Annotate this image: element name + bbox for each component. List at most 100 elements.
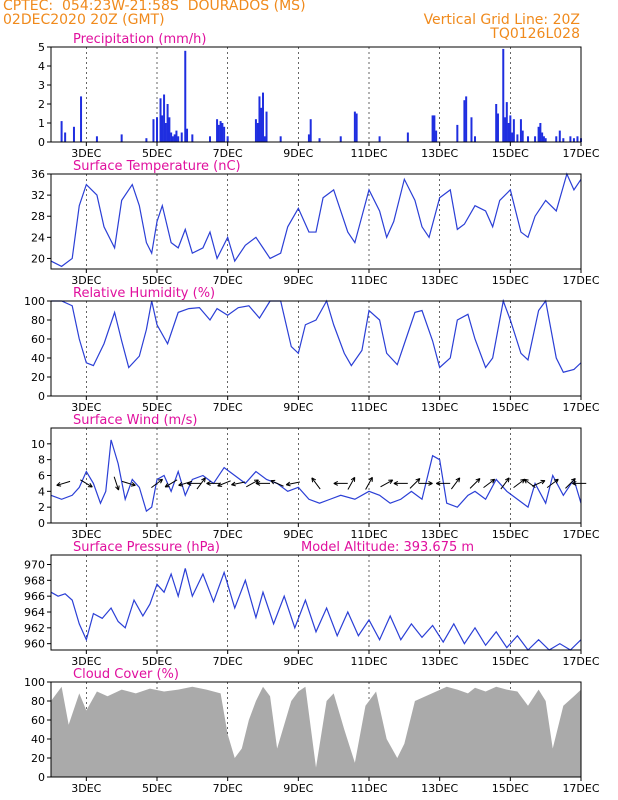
precip-bar	[171, 136, 174, 142]
x-tick-label: 15DEC	[492, 782, 529, 795]
panel-frame	[50, 554, 582, 651]
wind-arrow	[196, 477, 206, 490]
precip-bar	[463, 100, 466, 142]
precip-bar	[145, 138, 148, 142]
precip-bar	[456, 124, 459, 142]
x-tick-label: 3DEC	[71, 274, 101, 287]
y-tick-label: 964	[24, 606, 45, 619]
precip-bar	[505, 102, 508, 142]
header-code: TQ0126L028	[490, 26, 580, 42]
x-tick-label: 11DEC	[350, 274, 387, 287]
y-tick-label: 966	[24, 590, 45, 603]
x-tick-label: 11DEC	[350, 782, 387, 795]
precip-bar	[216, 119, 219, 142]
precip-bar	[80, 96, 83, 142]
precip-bar	[163, 94, 166, 142]
precip-bar	[572, 138, 575, 142]
precip-bar	[555, 136, 558, 142]
precip-bar	[170, 132, 173, 142]
wind-arrow	[285, 481, 300, 487]
precip-bar	[223, 126, 226, 142]
y-tick-label: 1	[38, 117, 45, 130]
x-tick-label: 7DEC	[213, 147, 243, 160]
y-tick-label: 0	[38, 136, 45, 149]
wind-arrow	[206, 481, 221, 486]
x-tick-label: 11DEC	[350, 401, 387, 414]
y-tick-label: 80	[31, 695, 45, 708]
x-tick-label: 17DEC	[562, 782, 599, 795]
precip-bar	[576, 136, 579, 142]
wind-arrow	[164, 479, 178, 488]
x-tick-label: 7DEC	[213, 528, 243, 541]
precip-bar	[527, 136, 529, 142]
x-tick-label: 5DEC	[142, 147, 172, 160]
panel-title: Cloud Cover (%)	[73, 667, 179, 682]
wind-arrow	[469, 477, 481, 489]
wind-arrow	[270, 479, 284, 487]
precip-bar	[159, 98, 162, 142]
precip-bar	[263, 136, 266, 142]
precip-bar	[507, 123, 510, 142]
x-tick-label: 3DEC	[71, 782, 101, 795]
series-line	[50, 439, 582, 513]
series-line	[50, 568, 582, 651]
precip-bar	[496, 113, 499, 142]
wind-arrow	[113, 476, 120, 491]
x-tick-label: 9DEC	[283, 655, 313, 668]
x-tick-label: 13DEC	[421, 274, 458, 287]
y-tick-label: 4	[38, 485, 45, 498]
y-tick-label: 20	[31, 252, 45, 265]
precip-bar	[180, 132, 183, 142]
x-tick-label: 9DEC	[283, 147, 313, 160]
panel-frame	[50, 300, 582, 397]
x-tick-label: 5DEC	[142, 274, 172, 287]
header-grid-note: Vertical Grid Line: 20Z	[423, 12, 580, 28]
y-tick-label: 100	[24, 295, 45, 308]
y-tick-label: 960	[24, 638, 45, 651]
header-location: CPTEC: 054:23W-21:58S DOURADOS (MS)	[3, 0, 306, 14]
wind-arrow	[483, 478, 496, 489]
y-tick-label: 20	[31, 371, 45, 384]
precip-bar	[509, 115, 512, 142]
wind-arrow	[513, 478, 526, 489]
x-tick-label: 13DEC	[421, 655, 458, 668]
precip-bar	[175, 130, 178, 142]
cloud-cover-area	[51, 686, 581, 777]
y-tick-label: 40	[31, 733, 45, 746]
precip-bar	[431, 115, 434, 142]
precip-bar	[60, 121, 63, 142]
precip-bar	[258, 96, 261, 142]
precip-bar	[219, 121, 222, 142]
wind-arrow	[380, 479, 394, 488]
x-tick-label: 11DEC	[350, 655, 387, 668]
precip-bar	[495, 104, 498, 142]
panel-title: Relative Humidity (%)	[73, 286, 215, 301]
y-tick-label: 8	[38, 454, 45, 467]
y-tick-label: 6	[38, 470, 45, 483]
wind-arrow	[450, 477, 461, 490]
precip-bar	[254, 119, 257, 142]
wind-arrow	[531, 479, 546, 487]
x-tick-label: 7DEC	[213, 655, 243, 668]
precip-bar	[562, 138, 565, 142]
x-tick-label: 7DEC	[213, 782, 243, 795]
x-tick-label: 15DEC	[492, 528, 529, 541]
y-tick-label: 2	[38, 98, 45, 111]
precip-bar	[226, 136, 229, 142]
wind-arrow	[151, 478, 164, 489]
precip-bar	[279, 136, 282, 142]
precip-bar	[512, 119, 515, 142]
precip-bar	[544, 138, 547, 142]
header-date: 02DEC2020 20Z (GMT)	[3, 12, 165, 28]
x-tick-label: 7DEC	[213, 401, 243, 414]
x-tick-label: 15DEC	[492, 655, 529, 668]
y-tick-label: 3	[38, 79, 45, 92]
x-tick-label: 5DEC	[142, 655, 172, 668]
precip-bar	[184, 50, 187, 142]
precip-bar	[72, 126, 75, 142]
y-tick-label: 32	[31, 189, 45, 202]
panel-title: Surface Wind (m/s)	[73, 413, 197, 428]
precip-bar	[120, 134, 123, 142]
y-tick-label: 28	[31, 210, 45, 223]
